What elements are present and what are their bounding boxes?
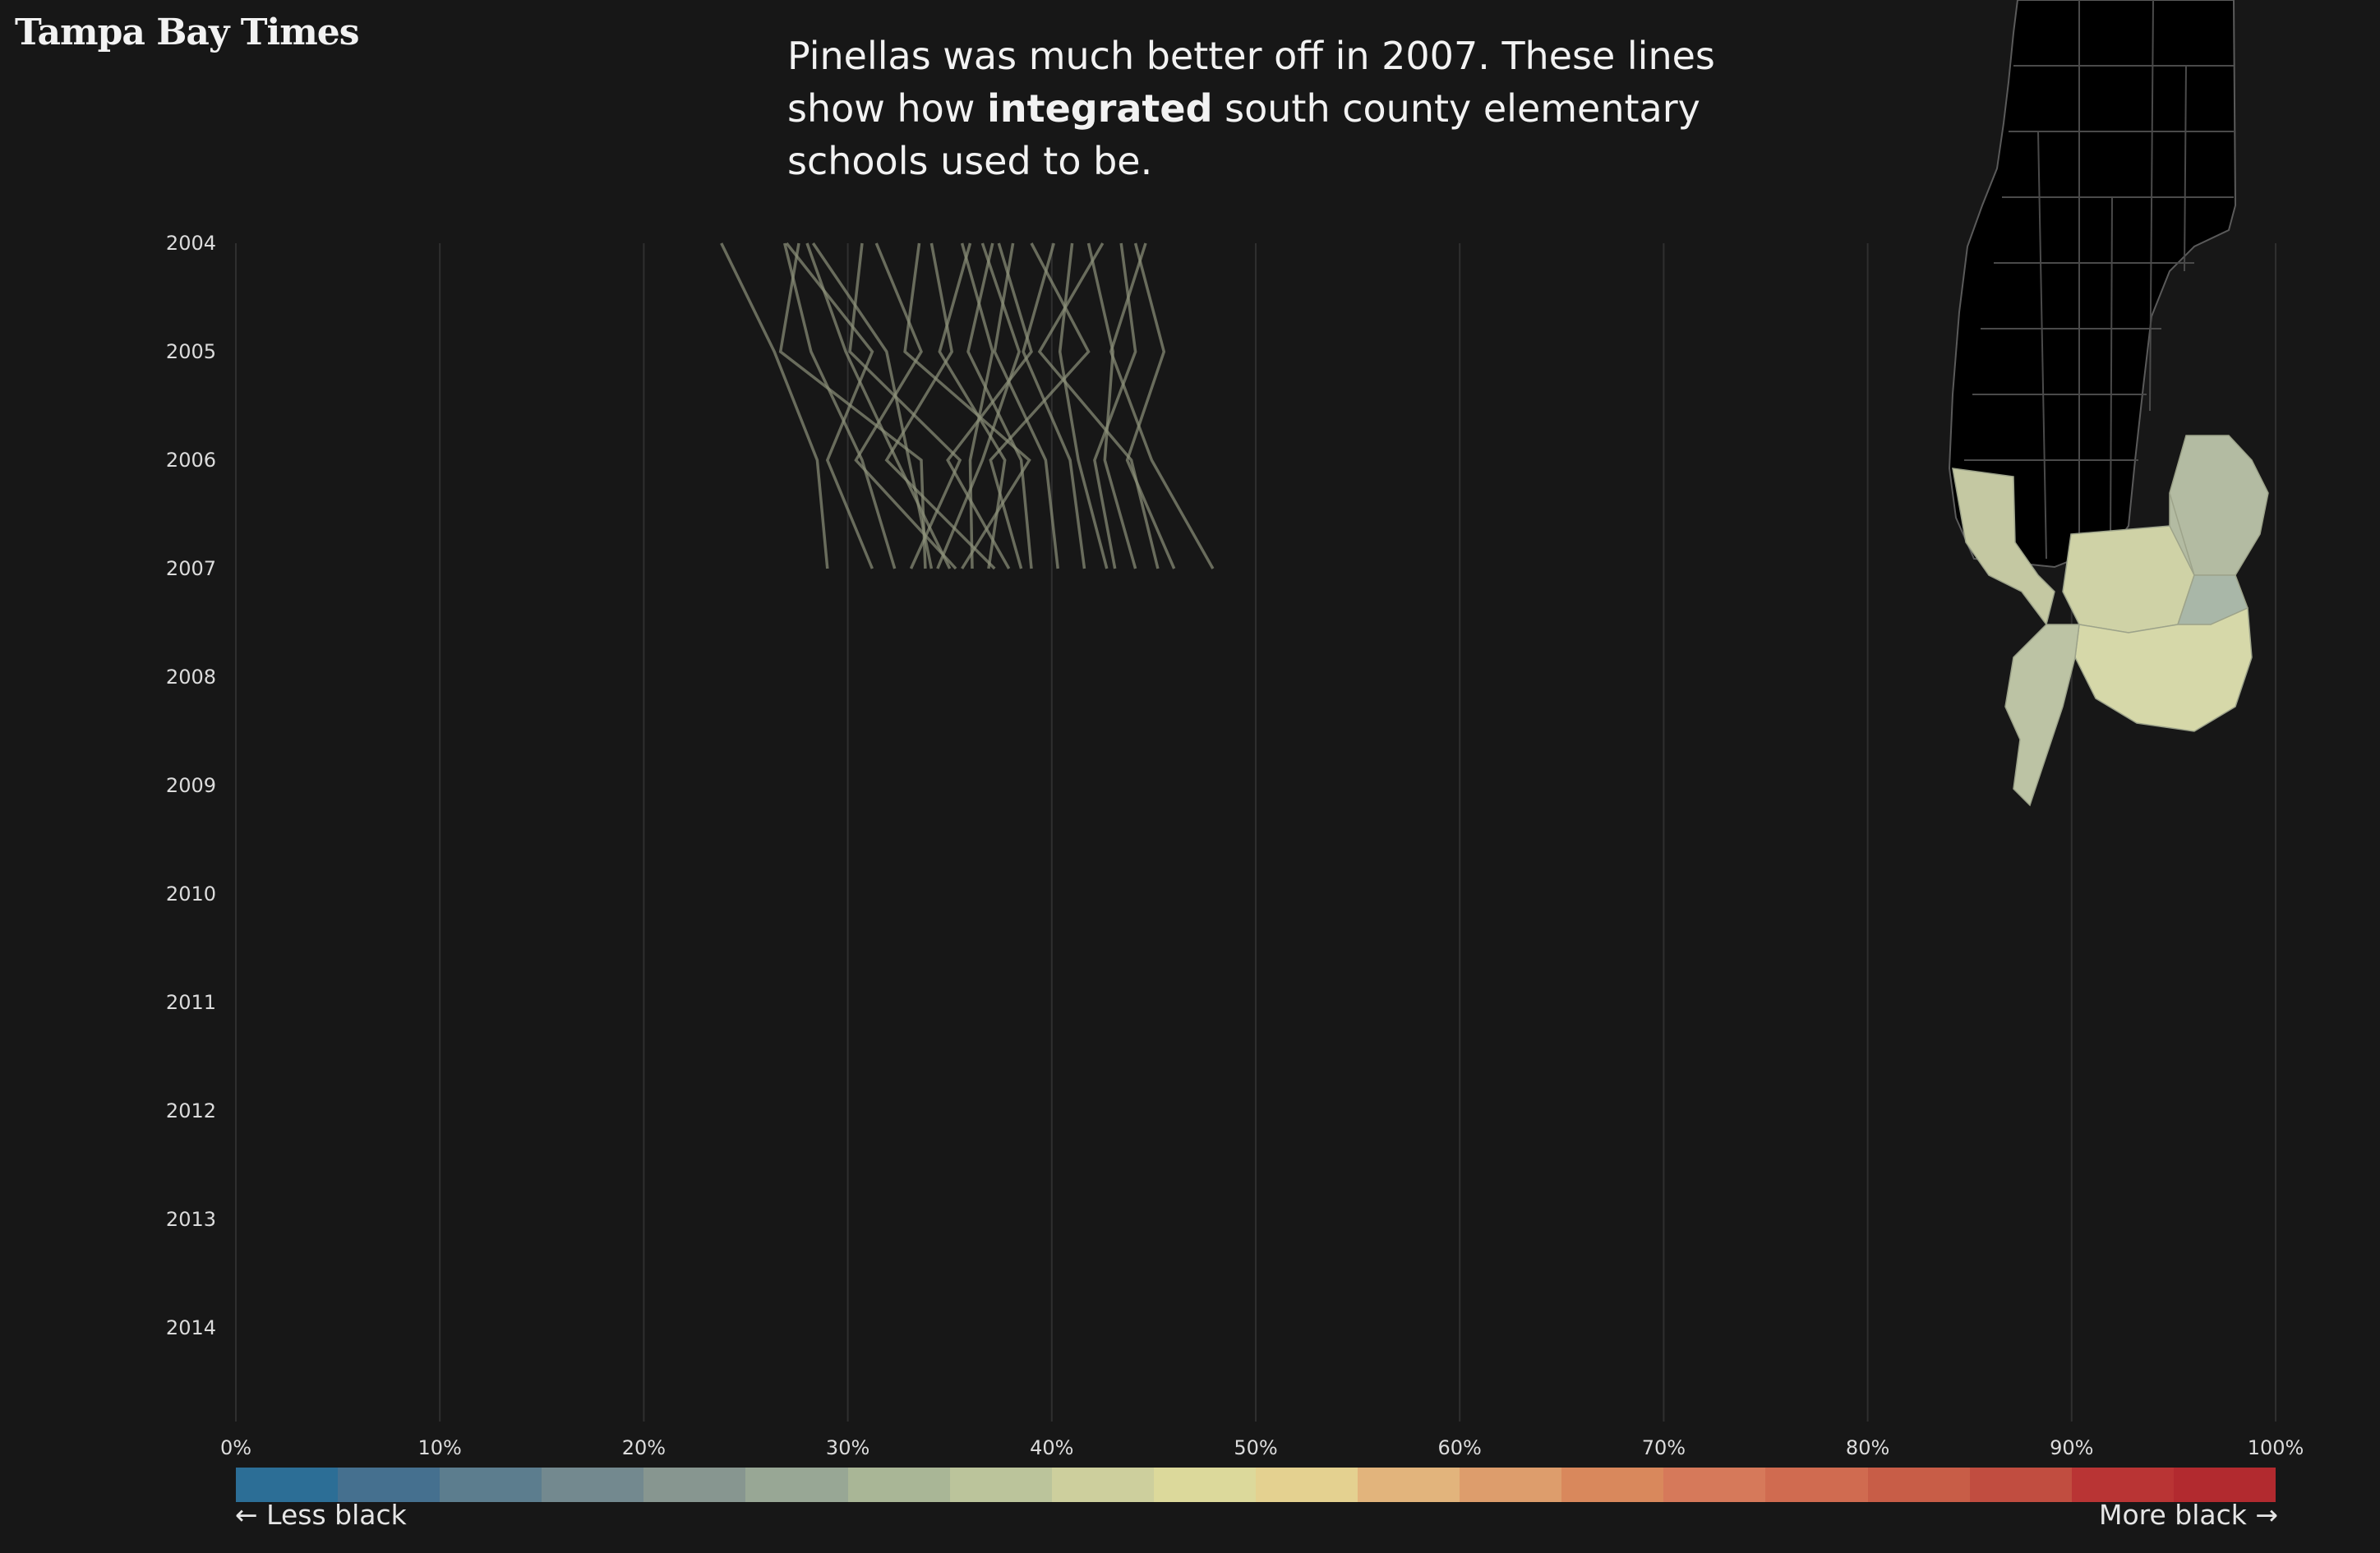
legend-swatch xyxy=(338,1468,440,1502)
headline-text-2: south county elementary schools used to … xyxy=(787,86,1700,183)
south-zone-3 xyxy=(2062,525,2195,634)
x-tick-label: 80% xyxy=(1846,1436,1889,1459)
x-tick-label: 10% xyxy=(418,1436,462,1459)
x-tick-label: 50% xyxy=(1234,1436,1277,1459)
legend-swatch xyxy=(643,1468,746,1502)
school-line[interactable] xyxy=(785,242,874,569)
school-line[interactable] xyxy=(993,242,1059,569)
school-line[interactable] xyxy=(903,242,1031,569)
school-line[interactable] xyxy=(782,242,897,569)
school-line[interactable] xyxy=(854,242,957,570)
grid-lines xyxy=(235,243,2276,1422)
legend-swatch xyxy=(1765,1468,1868,1502)
south-zone-6 xyxy=(2004,624,2080,807)
school-line[interactable] xyxy=(848,242,962,569)
legend-swatch xyxy=(847,1468,950,1502)
school-line[interactable] xyxy=(936,242,1021,569)
year-label: 2009 xyxy=(166,774,216,797)
school-line[interactable] xyxy=(1109,242,1215,569)
legend-swatch xyxy=(1255,1468,1358,1502)
year-label: 2004 xyxy=(166,232,216,255)
year-label: 2010 xyxy=(166,882,216,906)
legend-swatch xyxy=(1153,1468,1256,1502)
legend-swatch xyxy=(1561,1468,1664,1502)
headline-emphasis: integrated xyxy=(987,86,1213,131)
x-tick-label: 0% xyxy=(220,1436,251,1459)
school-line[interactable] xyxy=(989,242,1091,569)
school-line[interactable] xyxy=(811,242,934,569)
x-tick-label: 100% xyxy=(2248,1436,2304,1459)
school-line[interactable] xyxy=(1037,242,1160,569)
year-axis: 2004 2005 2006 2007 2008 2009 2010 2011 2012 2013… xyxy=(166,232,216,1339)
x-tick-label: 30% xyxy=(826,1436,869,1459)
legend-more-black-label: More black → xyxy=(2098,1499,2278,1531)
slope-chart: 2004 2005 2006 2007 2008 2009 2010 2011 2012 2013… xyxy=(166,232,2304,1459)
year-label: 2008 xyxy=(166,666,216,689)
legend-swatch xyxy=(2071,1468,2174,1502)
north-county-zones xyxy=(1948,0,2237,569)
headline: Pinellas was much better off in 2007. Th… xyxy=(787,30,1716,187)
x-tick-label: 90% xyxy=(2050,1436,2093,1459)
year-label: 2011 xyxy=(166,991,216,1014)
x-axis: 0% 10% 20% 30% 40% 50% 60% 70% 80% 90% 100% xyxy=(220,1436,2304,1459)
school-line[interactable] xyxy=(1086,242,1137,569)
school-line[interactable] xyxy=(884,242,996,570)
school-line[interactable] xyxy=(966,242,1033,569)
x-tick-label: 20% xyxy=(622,1436,666,1459)
school-line[interactable] xyxy=(1058,242,1109,569)
school-lines xyxy=(720,242,1215,570)
legend-swatch xyxy=(745,1468,848,1502)
school-line[interactable] xyxy=(1125,242,1176,569)
school-line[interactable] xyxy=(805,242,952,569)
south-zone-5 xyxy=(2074,606,2253,732)
legend-swatch xyxy=(1663,1468,1766,1502)
x-tick-label: 60% xyxy=(1438,1436,1482,1459)
year-label: 2014 xyxy=(166,1316,216,1339)
school-line[interactable] xyxy=(946,242,1033,569)
x-tick-label: 70% xyxy=(1642,1436,1686,1459)
year-label: 2013 xyxy=(166,1208,216,1231)
legend-swatch xyxy=(949,1468,1052,1502)
year-label: 2006 xyxy=(166,449,216,472)
headline-text-1: Pinellas was much better off in 2007. Th… xyxy=(787,34,1715,131)
year-label: 2005 xyxy=(166,340,216,363)
pinellas-county-map xyxy=(1948,0,2269,807)
legend-swatch xyxy=(2173,1468,2276,1502)
legend-swatch xyxy=(1358,1468,1460,1502)
legend-swatch xyxy=(1969,1468,2072,1502)
tampa-bay-times-logo[interactable]: Tampa Bay Times xyxy=(15,12,360,53)
x-tick-label: 40% xyxy=(1030,1436,1073,1459)
legend-swatch xyxy=(1867,1468,1970,1502)
school-line[interactable] xyxy=(1022,242,1086,569)
legend-swatch xyxy=(440,1468,542,1502)
legend-swatch xyxy=(542,1468,644,1502)
legend-swatch xyxy=(1051,1468,1154,1502)
school-line[interactable] xyxy=(720,242,829,569)
year-label: 2012 xyxy=(166,1099,216,1122)
south-zone-2 xyxy=(2169,435,2269,576)
year-label: 2007 xyxy=(166,557,216,580)
legend-swatch xyxy=(236,1468,339,1502)
south-zone-1 xyxy=(1952,468,2055,626)
school-line[interactable] xyxy=(960,242,994,569)
color-legend-bar xyxy=(236,1468,2276,1502)
legend-less-black-label: ← Less black xyxy=(235,1499,407,1531)
south-county-zones xyxy=(1952,435,2269,807)
north-zone-borders xyxy=(1964,0,2234,560)
legend-swatch xyxy=(1460,1468,1562,1502)
